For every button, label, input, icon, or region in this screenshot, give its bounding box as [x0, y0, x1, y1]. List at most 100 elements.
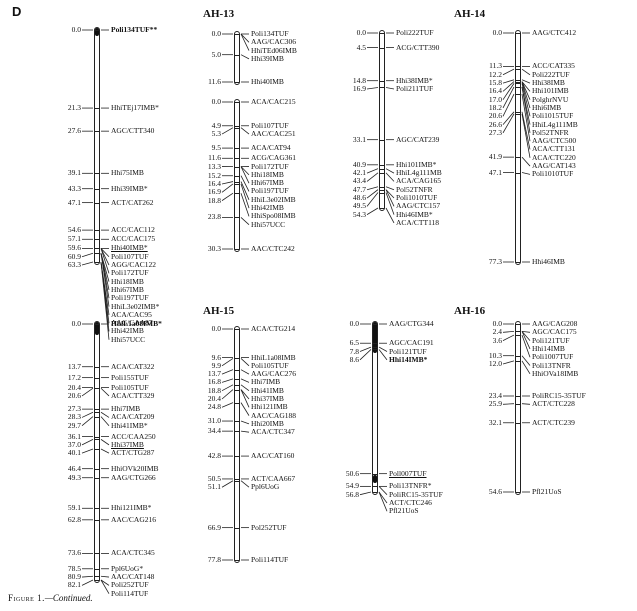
- marker-tick: [95, 366, 99, 368]
- marker-name: Poli1010TUF: [532, 169, 574, 179]
- marker-position: 20.4: [67, 382, 81, 392]
- marker-position: 47.1: [488, 167, 502, 177]
- position-leader-line: [366, 207, 379, 215]
- chromosome-bar: [234, 31, 240, 85]
- marker-position: 43.4: [352, 176, 366, 186]
- marker-tick: [235, 102, 239, 103]
- marker-position: 27.6: [67, 126, 81, 136]
- marker-position: 14.8: [352, 75, 366, 85]
- label-leader-line: [100, 416, 110, 426]
- marker-name: AGC/CAC175: [532, 327, 577, 337]
- marker-tick: [235, 193, 239, 195]
- marker-position: 6.5: [349, 338, 359, 348]
- marker-tick: [516, 172, 520, 174]
- marker-tick: [235, 389, 239, 391]
- marker-tick: [95, 412, 99, 414]
- marker-tick: [516, 396, 520, 397]
- position-leader-line: [221, 127, 234, 135]
- marker-name: AAG/CAC276: [251, 369, 297, 379]
- marker-name: AGC/CAT239: [396, 134, 440, 144]
- marker-name: Hhi67IMB: [111, 284, 144, 294]
- marker-position: 18.2: [488, 102, 502, 112]
- label-leader-line: [100, 253, 110, 307]
- marker-position: 40.9: [352, 159, 366, 169]
- marker-tick: [95, 388, 99, 390]
- marker-position: 13.7: [207, 369, 221, 379]
- label-leader-line: [521, 355, 531, 366]
- position-leader-line: [502, 86, 515, 109]
- marker-name: Poli211TUF: [396, 83, 434, 93]
- marker-name: Poli197TUF: [251, 186, 289, 196]
- marker-position: 15.2: [207, 170, 221, 180]
- position-leader-line: [81, 261, 94, 266]
- position-leader-line: [502, 83, 515, 100]
- marker-tick: [95, 416, 99, 418]
- marker-position: 59.1: [67, 503, 81, 513]
- chromosome-bar: [94, 321, 100, 583]
- marker-position: 0.0: [211, 324, 221, 333]
- marker-position: 77.3: [488, 257, 502, 266]
- marker-position: 20.6: [67, 390, 81, 400]
- marker-tick: [235, 158, 239, 160]
- marker-position: 32.1: [488, 417, 502, 427]
- label-leader-line: [100, 253, 110, 291]
- marker-tick: [235, 54, 239, 56]
- label-leader-line: [521, 79, 531, 84]
- chromosome-bar: [372, 321, 378, 495]
- marker-position: 12.2: [488, 69, 502, 79]
- marker-name: Hhi39IMB: [251, 53, 284, 63]
- marker-position: 41.9: [488, 152, 502, 162]
- label-leader-line: [100, 248, 110, 258]
- label-leader-line: [521, 334, 531, 358]
- marker-position: 66.9: [207, 522, 221, 532]
- label-leader-line: [521, 330, 531, 333]
- chromosome-bar: [94, 27, 100, 265]
- marker-name: AAG/CAT143: [532, 161, 576, 171]
- label-leader-line: [385, 186, 395, 191]
- marker-position: 49.5: [352, 201, 366, 211]
- marker-name: Hhi121IMB*: [111, 503, 152, 513]
- label-leader-line: [240, 127, 250, 135]
- marker-name: ACT/CTC246: [389, 497, 432, 507]
- label-leader-line: [240, 402, 250, 416]
- marker-name: HhiL3e02IMB: [251, 194, 296, 204]
- marker-tick: [95, 173, 99, 175]
- label-leader-line: [100, 575, 110, 578]
- marker-name: Hhi121IMB: [251, 402, 288, 412]
- marker-position: 34.4: [207, 426, 221, 436]
- marker-name: Poli105TUF: [251, 360, 289, 370]
- marker-name: AGC/CAC191: [389, 338, 434, 348]
- marker-position: 47.7: [352, 184, 366, 194]
- marker-position: 15.8: [488, 78, 502, 88]
- marker-position: 5.0: [211, 49, 221, 59]
- group-title: AH-13: [203, 8, 235, 20]
- marker-position: 60.9: [67, 251, 81, 261]
- label-leader-line: [240, 166, 250, 176]
- label-leader-line: [521, 81, 531, 100]
- marker-name: ACA/CTT118: [396, 217, 440, 227]
- marker-position: 23.8: [207, 212, 221, 222]
- marker-name: HhiL3e02IMB*: [111, 301, 160, 311]
- marker-tick: [95, 508, 99, 510]
- marker-name: Hhi46IMB: [532, 257, 565, 266]
- marker-name: PolghrNVU: [532, 94, 569, 104]
- marker-name: Hhi38IMB*: [396, 75, 433, 85]
- marker-position: 9.6: [211, 352, 221, 362]
- position-leader-line: [221, 358, 234, 367]
- marker-name: AAC/CAG216: [111, 514, 157, 524]
- marker-position: 4.9: [211, 120, 221, 130]
- chromosome-bar: [234, 99, 240, 252]
- group-title: AH-16: [454, 305, 486, 317]
- label-leader-line: [240, 33, 250, 43]
- label-leader-line: [240, 384, 250, 392]
- marker-name: ACA/CTC347: [251, 427, 295, 437]
- label-leader-line: [100, 439, 110, 446]
- marker-tick: [95, 248, 99, 250]
- marker-name: ACC/CAA250: [111, 431, 156, 441]
- marker-position: 49.3: [67, 472, 81, 482]
- marker-tick: [95, 202, 99, 204]
- marker-position: 30.3: [207, 244, 221, 253]
- label-leader-line: [385, 189, 395, 199]
- marker-tick: [235, 369, 239, 371]
